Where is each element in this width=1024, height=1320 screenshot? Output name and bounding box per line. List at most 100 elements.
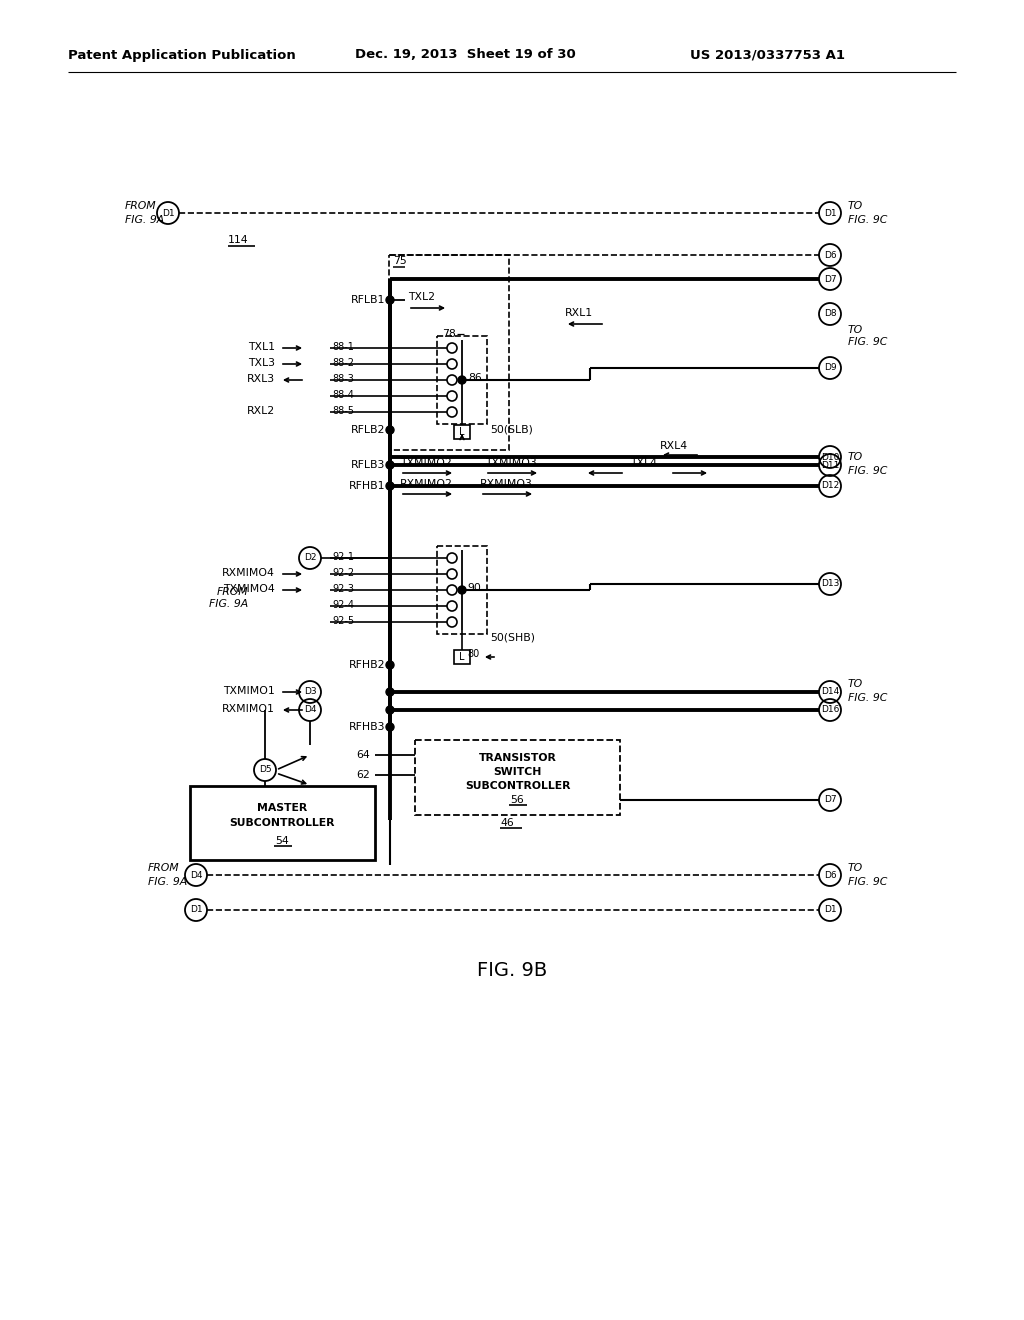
- Text: FROM: FROM: [125, 201, 157, 211]
- Circle shape: [386, 688, 394, 696]
- Text: TXL1: TXL1: [248, 342, 275, 352]
- Text: FROM: FROM: [148, 863, 179, 873]
- Circle shape: [386, 661, 394, 669]
- Text: FIG. 9C: FIG. 9C: [848, 466, 888, 477]
- Text: 92-4: 92-4: [332, 601, 354, 610]
- Text: 88-2: 88-2: [332, 358, 354, 368]
- Text: 92-1: 92-1: [332, 552, 354, 562]
- Text: RXL4: RXL4: [660, 441, 688, 451]
- Circle shape: [386, 461, 394, 469]
- Circle shape: [386, 723, 394, 731]
- Text: 90: 90: [467, 583, 481, 593]
- Text: 78: 78: [442, 329, 456, 339]
- Text: D1: D1: [162, 209, 174, 218]
- Text: D12: D12: [821, 482, 839, 491]
- Text: D7: D7: [823, 275, 837, 284]
- Text: FIG. 9C: FIG. 9C: [848, 337, 888, 347]
- Circle shape: [386, 706, 394, 714]
- Text: L: L: [459, 426, 465, 437]
- Text: 75: 75: [393, 256, 407, 267]
- Text: SUBCONTROLLER: SUBCONTROLLER: [229, 818, 335, 828]
- Text: FIG. 9C: FIG. 9C: [848, 693, 888, 704]
- Text: Patent Application Publication: Patent Application Publication: [68, 49, 296, 62]
- Text: FIG. 9C: FIG. 9C: [848, 215, 888, 224]
- Text: 114: 114: [228, 235, 249, 246]
- Text: D10: D10: [821, 453, 840, 462]
- Text: MASTER: MASTER: [257, 803, 307, 813]
- Text: D3: D3: [304, 688, 316, 697]
- Text: 92-3: 92-3: [332, 583, 354, 594]
- Text: D4: D4: [304, 705, 316, 714]
- Text: D1: D1: [189, 906, 203, 915]
- Text: 88-3: 88-3: [332, 374, 354, 384]
- Text: RXMIMO4: RXMIMO4: [222, 568, 275, 578]
- Text: TXMIMO1: TXMIMO1: [223, 686, 275, 696]
- Text: D1: D1: [823, 906, 837, 915]
- Text: TXMIMO4: TXMIMO4: [223, 583, 275, 594]
- Text: RXL1: RXL1: [565, 308, 593, 318]
- Text: RFLB1: RFLB1: [350, 294, 385, 305]
- Text: D7: D7: [823, 796, 837, 804]
- Text: 46: 46: [500, 818, 514, 828]
- Text: RFHB3: RFHB3: [348, 722, 385, 733]
- Text: 50(SHB): 50(SHB): [490, 632, 535, 642]
- Text: TO: TO: [848, 325, 863, 335]
- Text: TXL3: TXL3: [248, 358, 275, 368]
- Text: RXMIMO3: RXMIMO3: [480, 479, 532, 488]
- Text: FROM: FROM: [216, 587, 248, 597]
- Text: TO: TO: [848, 678, 863, 689]
- Circle shape: [386, 296, 394, 304]
- Text: 62: 62: [356, 770, 370, 780]
- Text: RXMIMO1: RXMIMO1: [222, 704, 275, 714]
- Text: TO: TO: [848, 201, 863, 211]
- Text: SWITCH: SWITCH: [494, 767, 542, 777]
- Text: RXL2: RXL2: [247, 407, 275, 416]
- Text: 64: 64: [356, 750, 370, 760]
- Text: 54: 54: [275, 836, 290, 846]
- Text: 92-5: 92-5: [332, 616, 354, 626]
- Circle shape: [458, 586, 466, 594]
- Text: FIG. 9A: FIG. 9A: [209, 599, 248, 609]
- Circle shape: [458, 376, 466, 384]
- Circle shape: [386, 426, 394, 434]
- Text: 50(SLB): 50(SLB): [490, 425, 532, 436]
- Text: TXL4: TXL4: [630, 458, 657, 469]
- Text: TXL2: TXL2: [408, 292, 435, 302]
- Text: D6: D6: [823, 251, 837, 260]
- Text: D2: D2: [304, 553, 316, 562]
- Text: TXMIMO2: TXMIMO2: [400, 458, 452, 469]
- Text: TO: TO: [848, 863, 863, 873]
- Text: TRANSISTOR: TRANSISTOR: [478, 752, 556, 763]
- Text: D8: D8: [823, 309, 837, 318]
- Text: FIG. 9C: FIG. 9C: [848, 876, 888, 887]
- Text: RFHB1: RFHB1: [348, 480, 385, 491]
- Text: D14: D14: [821, 688, 839, 697]
- Text: 80: 80: [467, 649, 479, 659]
- Text: RFLB2: RFLB2: [350, 425, 385, 436]
- Text: FIG. 9B: FIG. 9B: [477, 961, 547, 979]
- Text: D16: D16: [821, 705, 840, 714]
- Text: TXMIMO3: TXMIMO3: [485, 458, 537, 469]
- Text: 56: 56: [511, 795, 524, 805]
- Text: RFHB2: RFHB2: [348, 660, 385, 671]
- Text: US 2013/0337753 A1: US 2013/0337753 A1: [690, 49, 845, 62]
- Text: D13: D13: [821, 579, 840, 589]
- Text: RXMIMO2: RXMIMO2: [400, 479, 453, 488]
- Circle shape: [386, 482, 394, 490]
- Text: D6: D6: [823, 870, 837, 879]
- Text: RFLB3: RFLB3: [350, 459, 385, 470]
- Text: FIG. 9A: FIG. 9A: [125, 215, 164, 224]
- Text: SUBCONTROLLER: SUBCONTROLLER: [465, 781, 570, 791]
- Text: L: L: [459, 652, 465, 663]
- Text: D5: D5: [259, 766, 271, 775]
- Text: D1: D1: [823, 209, 837, 218]
- Text: Dec. 19, 2013  Sheet 19 of 30: Dec. 19, 2013 Sheet 19 of 30: [355, 49, 575, 62]
- Text: D11: D11: [821, 461, 840, 470]
- Text: 92-2: 92-2: [332, 568, 354, 578]
- Text: FIG. 9A: FIG. 9A: [148, 876, 187, 887]
- Text: 86: 86: [468, 374, 481, 383]
- Text: TO: TO: [848, 451, 863, 462]
- Text: 88-5: 88-5: [332, 407, 354, 416]
- Text: D9: D9: [823, 363, 837, 372]
- Text: D4: D4: [189, 870, 203, 879]
